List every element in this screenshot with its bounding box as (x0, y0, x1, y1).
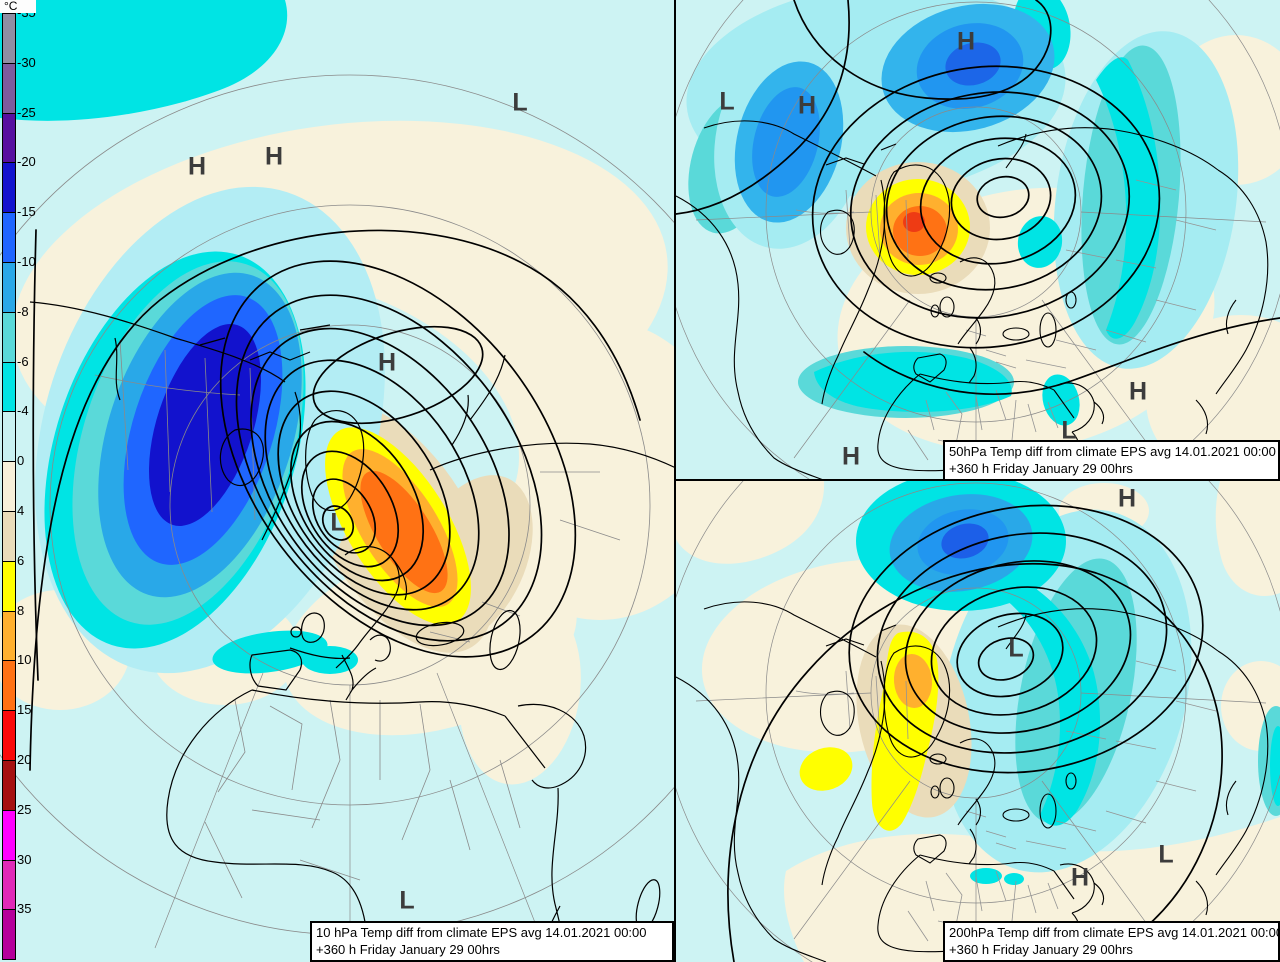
colorbar-label: 0 (17, 453, 25, 469)
colorbar-band: -10 (3, 254, 36, 313)
colorbar-label: 35 (17, 901, 32, 917)
colorbar-band: 8 (3, 603, 24, 662)
colorbar-label: 10 (17, 652, 32, 668)
colorbar-band: -6 (3, 354, 29, 413)
title-line2: +360 h Friday January 29 00hrs (316, 942, 500, 957)
colorbar-label: -20 (17, 154, 36, 170)
border-layer (94, 339, 621, 899)
colorbar-band: 4 (3, 503, 24, 562)
colorbar-band: 10 (3, 653, 31, 712)
colorbar-label: -15 (17, 204, 36, 220)
map-panel-200hpa (676, 481, 1280, 962)
colorbar-label: -30 (17, 54, 36, 70)
title-line1: 10 hPa Temp diff from climate EPS avg 14… (316, 925, 647, 940)
title-line1: 200hPa Temp diff from climate EPS avg 14… (949, 925, 1280, 940)
colorbar-label: 8 (17, 602, 25, 618)
title-box-50hpa: 50hPa Temp diff from climate EPS avg 14.… (943, 440, 1280, 481)
title-line2: +360 h Friday January 29 00hrs (949, 461, 1133, 476)
colorbar-band: 0 (3, 454, 24, 512)
colorbar-label: 15 (17, 702, 32, 718)
colorbar-band: -20 (3, 155, 36, 214)
title-line2: +360 h Friday January 29 00hrs (949, 942, 1133, 957)
map-panel-50hpa (676, 0, 1280, 481)
colorbar-band: -15 (3, 205, 36, 263)
colorbar-band: -8 (3, 304, 29, 363)
colorbar-label: 30 (17, 851, 32, 867)
colorbar-label: -8 (17, 303, 29, 319)
colorbar-label: 20 (17, 751, 32, 767)
colorbar-band: -35 (3, 6, 36, 64)
colorbar-label: -10 (17, 253, 36, 269)
colorbar-band: 6 (3, 553, 24, 612)
colorbar-unit-label: °C (0, 0, 36, 13)
colorbar-band: -4 (3, 404, 29, 463)
temperature-fill-layer (0, 0, 676, 785)
colorbar-band: 20 (3, 752, 31, 811)
temperature-colorbar: -35-30 -25 -20 -15 -10 -8 -6 -4 0 4 6 8 10 15 20 25 30 35 (2, 6, 36, 960)
title-box-200hpa: 200hPa Temp diff from climate EPS avg 14… (943, 921, 1280, 962)
temperature-fill-layer (676, 481, 1280, 962)
colorbar-label: -25 (17, 104, 36, 120)
panel-divider-vertical (674, 0, 676, 962)
colorbar-band: -25 (3, 105, 36, 164)
colorbar-band: 15 (3, 703, 31, 761)
map-panel-10hpa (0, 0, 676, 962)
colorbar-label: 25 (17, 801, 32, 817)
contour-layer (676, 0, 1280, 395)
colorbar-band: 25 (3, 802, 31, 861)
colorbar-label: -4 (17, 403, 29, 419)
contour-layer (727, 504, 1223, 962)
colorbar-band: -30 (3, 55, 36, 114)
colorbar-band: 30 (3, 852, 31, 911)
title-box-10hpa: 10 hPa Temp diff from climate EPS avg 14… (310, 921, 674, 962)
colorbar-label: -6 (17, 353, 29, 369)
contour-layer (29, 229, 641, 771)
colorbar-band: 35 (3, 902, 31, 960)
title-line1: 50hPa Temp diff from climate EPS avg 14.… (949, 444, 1276, 459)
colorbar-label: 4 (17, 502, 25, 518)
colorbar-label: 6 (17, 552, 25, 568)
